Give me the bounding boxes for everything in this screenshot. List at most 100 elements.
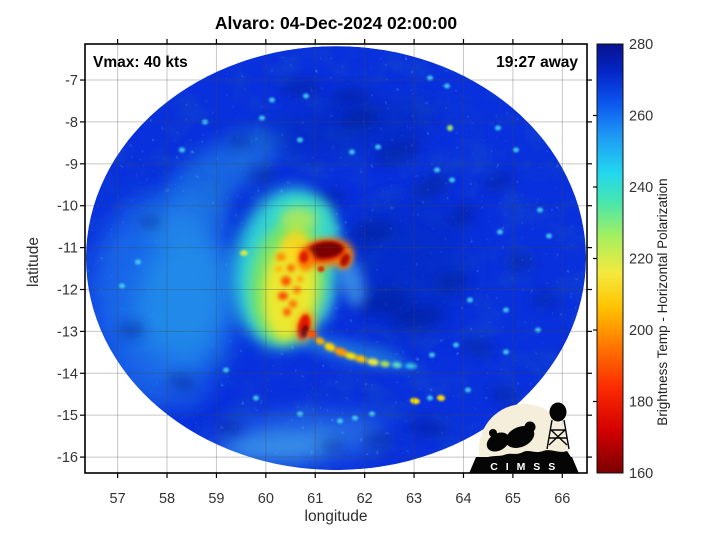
y-tick-label: -12 <box>57 283 78 299</box>
storm-feature-blob <box>297 137 303 143</box>
storm-feature-blob <box>434 167 440 173</box>
storm-feature-blob <box>427 395 433 401</box>
storm-feature-blob <box>275 266 283 272</box>
eta-annotation: 19:27 away <box>496 54 578 71</box>
storm-feature-blob <box>410 397 420 405</box>
y-tick-label: -11 <box>58 241 78 257</box>
water-tower-legs-icon <box>546 419 570 450</box>
x-tick-label: 63 <box>406 491 422 507</box>
storm-feature-blob <box>281 207 317 231</box>
y-tick-label: -15 <box>57 408 78 424</box>
storm-feature-blob <box>253 395 259 401</box>
storm-feature-blob <box>392 305 444 331</box>
storm-feature-blob <box>338 256 366 308</box>
storm-feature-blob <box>375 138 421 166</box>
y-tick-label: -10 <box>57 199 78 215</box>
storm-feature-blob <box>240 250 248 256</box>
storm-feature-blob <box>447 125 453 131</box>
storm-feature-blob <box>497 229 503 235</box>
storm-feature-blob <box>227 434 337 462</box>
storm-feature-blob <box>309 241 343 259</box>
storm-feature-blob <box>315 337 325 345</box>
colorbar-tick-label: 280 <box>629 37 653 53</box>
radome-icon <box>524 421 536 433</box>
colorbar-tick-label: 200 <box>629 323 653 339</box>
storm-feature-blob <box>324 342 336 352</box>
storm-feature-blob <box>503 349 509 355</box>
x-tick-label: 61 <box>307 491 323 507</box>
storm-feature-blob <box>246 167 278 183</box>
x-tick-label: 59 <box>208 491 224 507</box>
storm-feature-blob <box>339 253 351 267</box>
storm-feature-blob <box>435 272 469 292</box>
storm-feature-blob <box>506 254 534 270</box>
logo-silhouettes <box>469 402 579 473</box>
storm-feature-blob <box>293 286 301 294</box>
figure-title: Alvaro: 04-Dec-2024 02:00:00 <box>215 13 457 33</box>
x-tick-label: 57 <box>110 491 126 507</box>
colorbar-tick-label: 260 <box>629 109 653 125</box>
storm-feature-blob <box>138 215 162 229</box>
storm-feature-blob <box>447 204 477 228</box>
storm-feature-blob <box>217 420 243 436</box>
tick-labels: 57 58 59 60 61 62 63 64 65 66 -7 -8 -9 -10 -11 -12 -13 -1… <box>57 37 653 507</box>
x-tick-label: 60 <box>258 491 274 507</box>
storm-feature-blob <box>319 440 345 452</box>
storm-feature-blob <box>453 342 459 348</box>
axis-ticks <box>80 39 592 478</box>
y-tick-label: -16 <box>57 450 78 466</box>
storm-feature-blob <box>168 373 196 391</box>
storm-feature-blob <box>362 433 394 447</box>
storm-feature-blob <box>467 297 473 303</box>
colorbar-tick-label: 240 <box>629 180 653 196</box>
storm-feature-blob <box>278 292 288 300</box>
bt-swath-image <box>85 46 587 471</box>
storm-feature-blob <box>301 325 309 337</box>
storm-feature-blob <box>437 394 445 402</box>
storm-feature-blob <box>330 87 370 105</box>
x-tick-label: 65 <box>505 491 521 507</box>
storm-feature-blob <box>334 347 348 357</box>
y-tick-label: -13 <box>57 324 78 340</box>
water-tower-tank-icon <box>549 402 567 422</box>
storm-feature-blob <box>281 276 291 286</box>
storm-feature-blob <box>533 293 557 307</box>
storm-feature-blob <box>337 418 343 424</box>
storm-feature-blob <box>345 352 357 360</box>
y-axis-label: latitude <box>25 237 42 287</box>
colorbar-tick-label: 160 <box>629 466 653 482</box>
storm-feature-blob <box>259 115 265 121</box>
storm-feature-blob <box>307 329 317 339</box>
colorbar-ticks <box>593 114 597 403</box>
storm-feature-blob <box>513 147 519 153</box>
storm-feature-blob <box>283 308 291 316</box>
storm-feature-blob <box>355 355 367 363</box>
colorbar-tick-label: 220 <box>629 252 653 268</box>
storm-feature-blob <box>392 361 402 369</box>
storm-feature-blob <box>297 411 303 417</box>
satellite-dish-icon <box>486 432 510 452</box>
storm-feature-blob <box>202 119 208 125</box>
x-tick-label: 62 <box>357 491 373 507</box>
storm-feature-blob <box>317 266 325 272</box>
storm-feature-blob <box>405 362 417 370</box>
storm-feature-blob <box>276 253 286 261</box>
x-tick-label: 66 <box>554 491 570 507</box>
cimss-logo: C I M S S <box>469 402 579 473</box>
logo-text: C I M S S <box>490 461 557 473</box>
storm-feature-blob <box>349 149 355 155</box>
storm-feature-blob <box>297 276 303 282</box>
storm-feature-blob <box>465 387 471 393</box>
storm-feature-blob <box>166 129 284 207</box>
storm-feature-blob <box>223 367 229 373</box>
storm-feature-blob <box>352 415 358 421</box>
radome-icon <box>489 429 497 437</box>
storm-feature-blob <box>299 251 309 263</box>
plot-border <box>84 43 588 474</box>
storm-feature-blob <box>119 322 145 338</box>
y-tick-label: -7 <box>65 73 78 89</box>
storm-feature-blob <box>354 288 410 316</box>
logo-banner <box>469 457 579 473</box>
storm-feature-blob <box>413 173 451 199</box>
